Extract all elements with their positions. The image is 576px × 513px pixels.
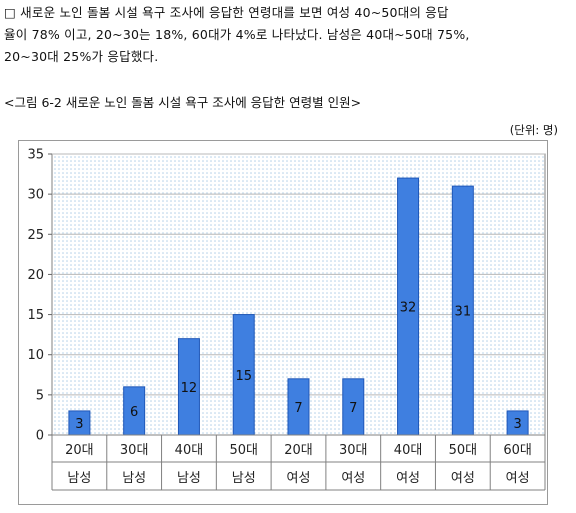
y-tick-label: 25 [27, 228, 44, 243]
data-label: 12 [181, 381, 198, 396]
x-tick-label-gender: 여성 [451, 471, 475, 486]
x-tick-label-gender: 남성 [232, 471, 256, 486]
data-label: 7 [349, 401, 357, 416]
data-label: 31 [455, 305, 472, 320]
x-tick-label-age: 60대 [503, 443, 532, 458]
y-tick-label: 0 [36, 429, 44, 444]
data-label: 3 [513, 417, 521, 432]
figure-caption: <그림 6-2 새로운 노인 돌봄 시설 욕구 조사에 응답한 연령별 인원> [4, 95, 362, 110]
x-tick-label-age: 40대 [394, 443, 423, 458]
paragraph-line-3: 20~30대 25%가 응답했다. [4, 49, 159, 64]
x-tick-label-age: 50대 [449, 443, 478, 458]
x-tick-label-gender: 여성 [341, 471, 365, 486]
x-tick-label-gender: 여성 [506, 471, 530, 486]
data-label: 7 [294, 401, 302, 416]
y-tick-label: 15 [27, 308, 44, 323]
x-tick-label-age: 20대 [65, 443, 94, 458]
paragraph-line-2: 율이 78% 이고, 20~30는 18%, 60대가 4%로 나타났다. 남성… [4, 27, 470, 42]
x-tick-label-gender: 남성 [177, 471, 201, 486]
x-tick-label-gender: 여성 [396, 471, 420, 486]
x-tick-label-age: 20대 [284, 443, 313, 458]
x-tick-label-age: 50대 [229, 443, 258, 458]
x-tick-label-gender: 남성 [122, 471, 146, 486]
x-tick-label-age: 30대 [120, 443, 149, 458]
data-label: 15 [235, 369, 252, 384]
paragraph-line-1: □ 새로운 노인 돌봄 시설 욕구 조사에 응답한 연령대를 보면 여성 40~… [4, 5, 449, 20]
unit-label: (단위: 명) [509, 123, 558, 137]
x-tick-label-age: 30대 [339, 443, 368, 458]
x-tick-label-gender: 여성 [287, 471, 311, 486]
x-tick-label-gender: 남성 [67, 471, 91, 486]
y-tick-label: 5 [36, 388, 44, 403]
data-label: 32 [400, 301, 417, 316]
data-label: 3 [75, 417, 83, 432]
intro-paragraph: □ 새로운 노인 돌봄 시설 욕구 조사에 응답한 연령대를 보면 여성 40~… [4, 2, 572, 68]
y-tick-label: 35 [27, 148, 44, 163]
y-tick-label: 20 [27, 268, 44, 283]
x-tick-label-age: 40대 [175, 443, 204, 458]
y-tick-label: 10 [27, 348, 44, 363]
data-label: 6 [130, 405, 138, 420]
y-tick-label: 30 [27, 188, 44, 203]
